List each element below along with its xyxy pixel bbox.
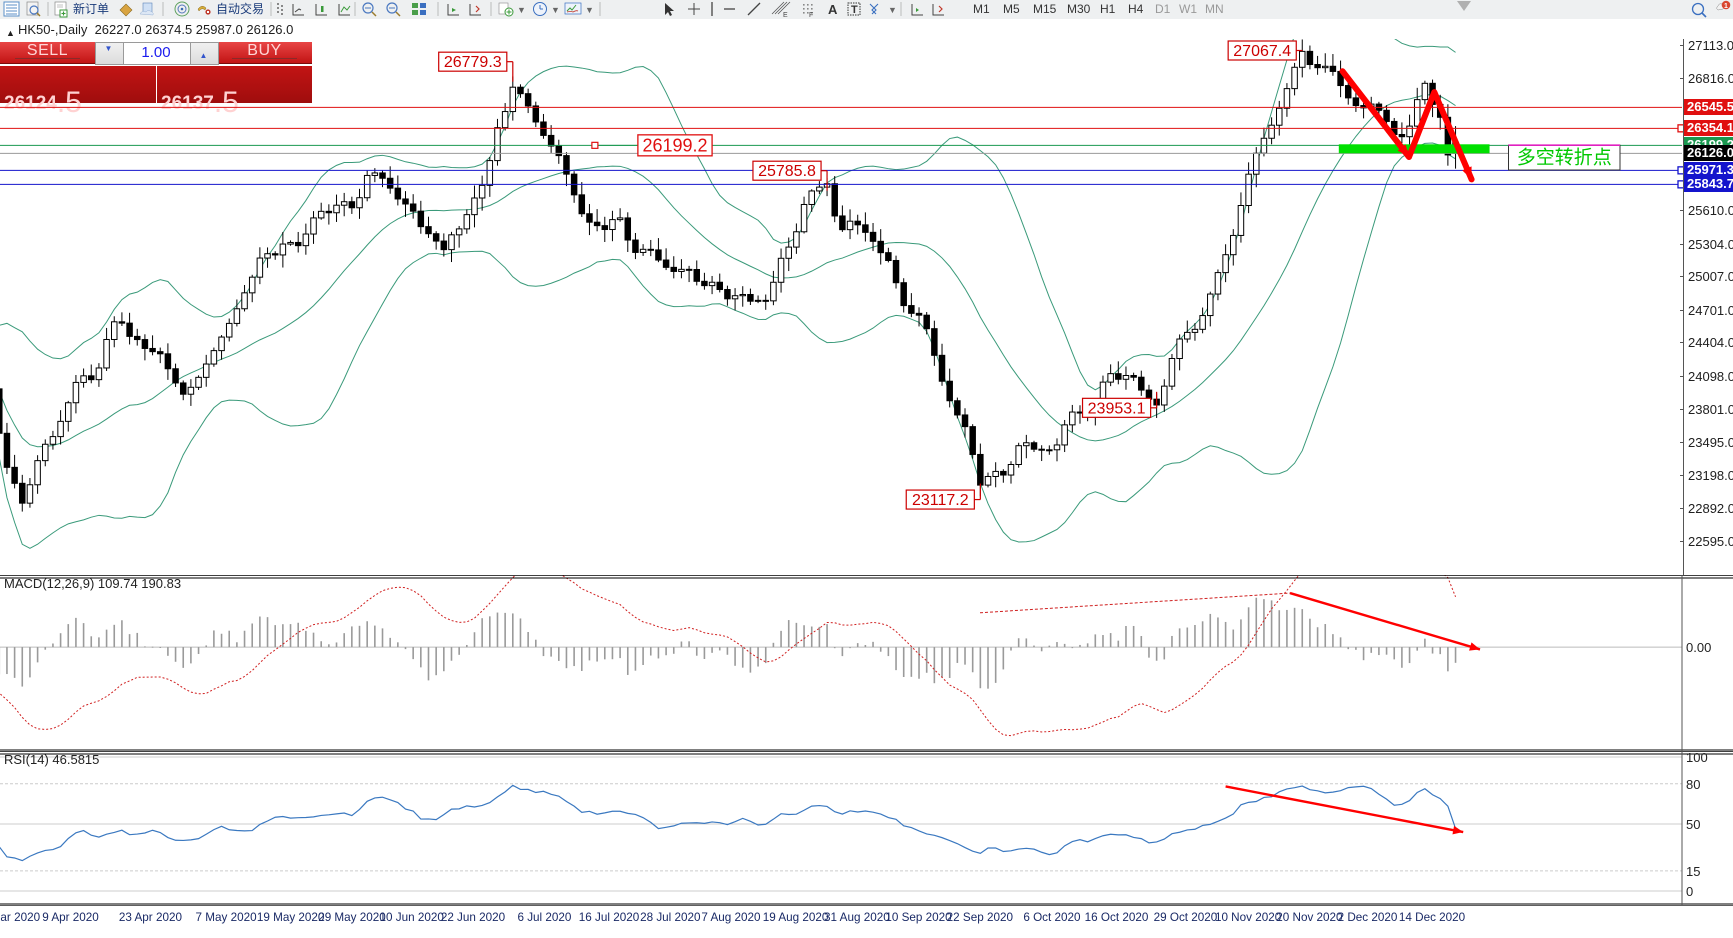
svg-text:10 Sep 2020: 10 Sep 2020 [885,911,952,924]
svg-text:MACD(12,26,9) 109.74 190.83: MACD(12,26,9) 109.74 190.83 [4,576,181,591]
svg-text:26779.3: 26779.3 [444,54,502,71]
svg-text:2 Dec 2020: 2 Dec 2020 [1338,911,1398,924]
svg-text:25785.8: 25785.8 [758,163,816,180]
svg-text:10 Nov 2020: 10 Nov 2020 [1215,911,1282,924]
svg-text:22 Jun 2020: 22 Jun 2020 [441,911,506,924]
svg-text:16 Oct 2020: 16 Oct 2020 [1085,911,1149,924]
svg-text:6 Oct 2020: 6 Oct 2020 [1023,911,1081,924]
svg-text:0 Mar 2020: 0 Mar 2020 [0,911,41,924]
svg-text:19 Aug 2020: 19 Aug 2020 [763,911,829,924]
svg-text:27067.4: 27067.4 [1233,43,1291,60]
svg-text:0.00: 0.00 [1686,640,1711,655]
svg-text:14 Dec 2020: 14 Dec 2020 [1399,911,1466,924]
svg-text:0: 0 [1686,884,1693,899]
svg-text:23 Apr 2020: 23 Apr 2020 [119,911,183,924]
svg-text:15: 15 [1686,864,1700,879]
svg-text:28 Jul 2020: 28 Jul 2020 [640,911,701,924]
svg-text:26199.2: 26199.2 [642,135,707,155]
svg-text:9 Apr 2020: 9 Apr 2020 [42,911,99,924]
svg-text:10 Jun 2020: 10 Jun 2020 [380,911,445,924]
svg-text:20 Nov 2020: 20 Nov 2020 [1276,911,1343,924]
svg-text:19 May 2020: 19 May 2020 [257,911,325,924]
svg-text:100: 100 [1686,751,1708,765]
svg-text:22 Sep 2020: 22 Sep 2020 [947,911,1014,924]
svg-text:23117.2: 23117.2 [912,492,969,509]
svg-text:7 May 2020: 7 May 2020 [196,911,258,924]
svg-text:50: 50 [1686,817,1700,832]
svg-text:多空转折点: 多空转折点 [1517,147,1612,169]
svg-text:80: 80 [1686,777,1700,792]
svg-text:6 Jul 2020: 6 Jul 2020 [517,911,571,924]
svg-text:16 Jul 2020: 16 Jul 2020 [579,911,640,924]
svg-text:7 Aug 2020: 7 Aug 2020 [701,911,761,924]
svg-text:RSI(14) 46.5815: RSI(14) 46.5815 [4,752,99,767]
svg-text:29 Oct 2020: 29 Oct 2020 [1154,911,1218,924]
svg-text:23953.1: 23953.1 [1088,400,1146,417]
svg-text:31 Aug 2020: 31 Aug 2020 [824,911,890,924]
svg-text:29 May 2020: 29 May 2020 [318,911,386,924]
